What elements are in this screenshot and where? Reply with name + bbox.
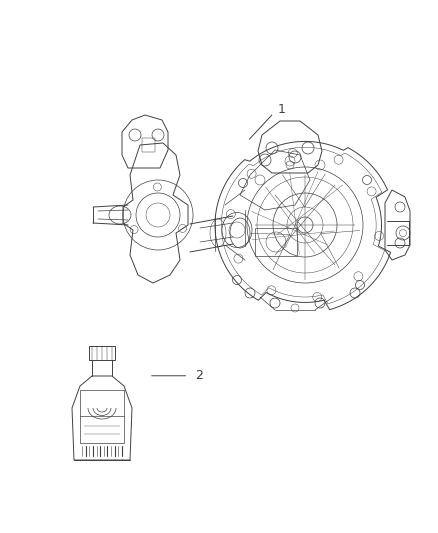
Text: 1: 1: [278, 103, 286, 116]
Text: 2: 2: [195, 369, 203, 382]
